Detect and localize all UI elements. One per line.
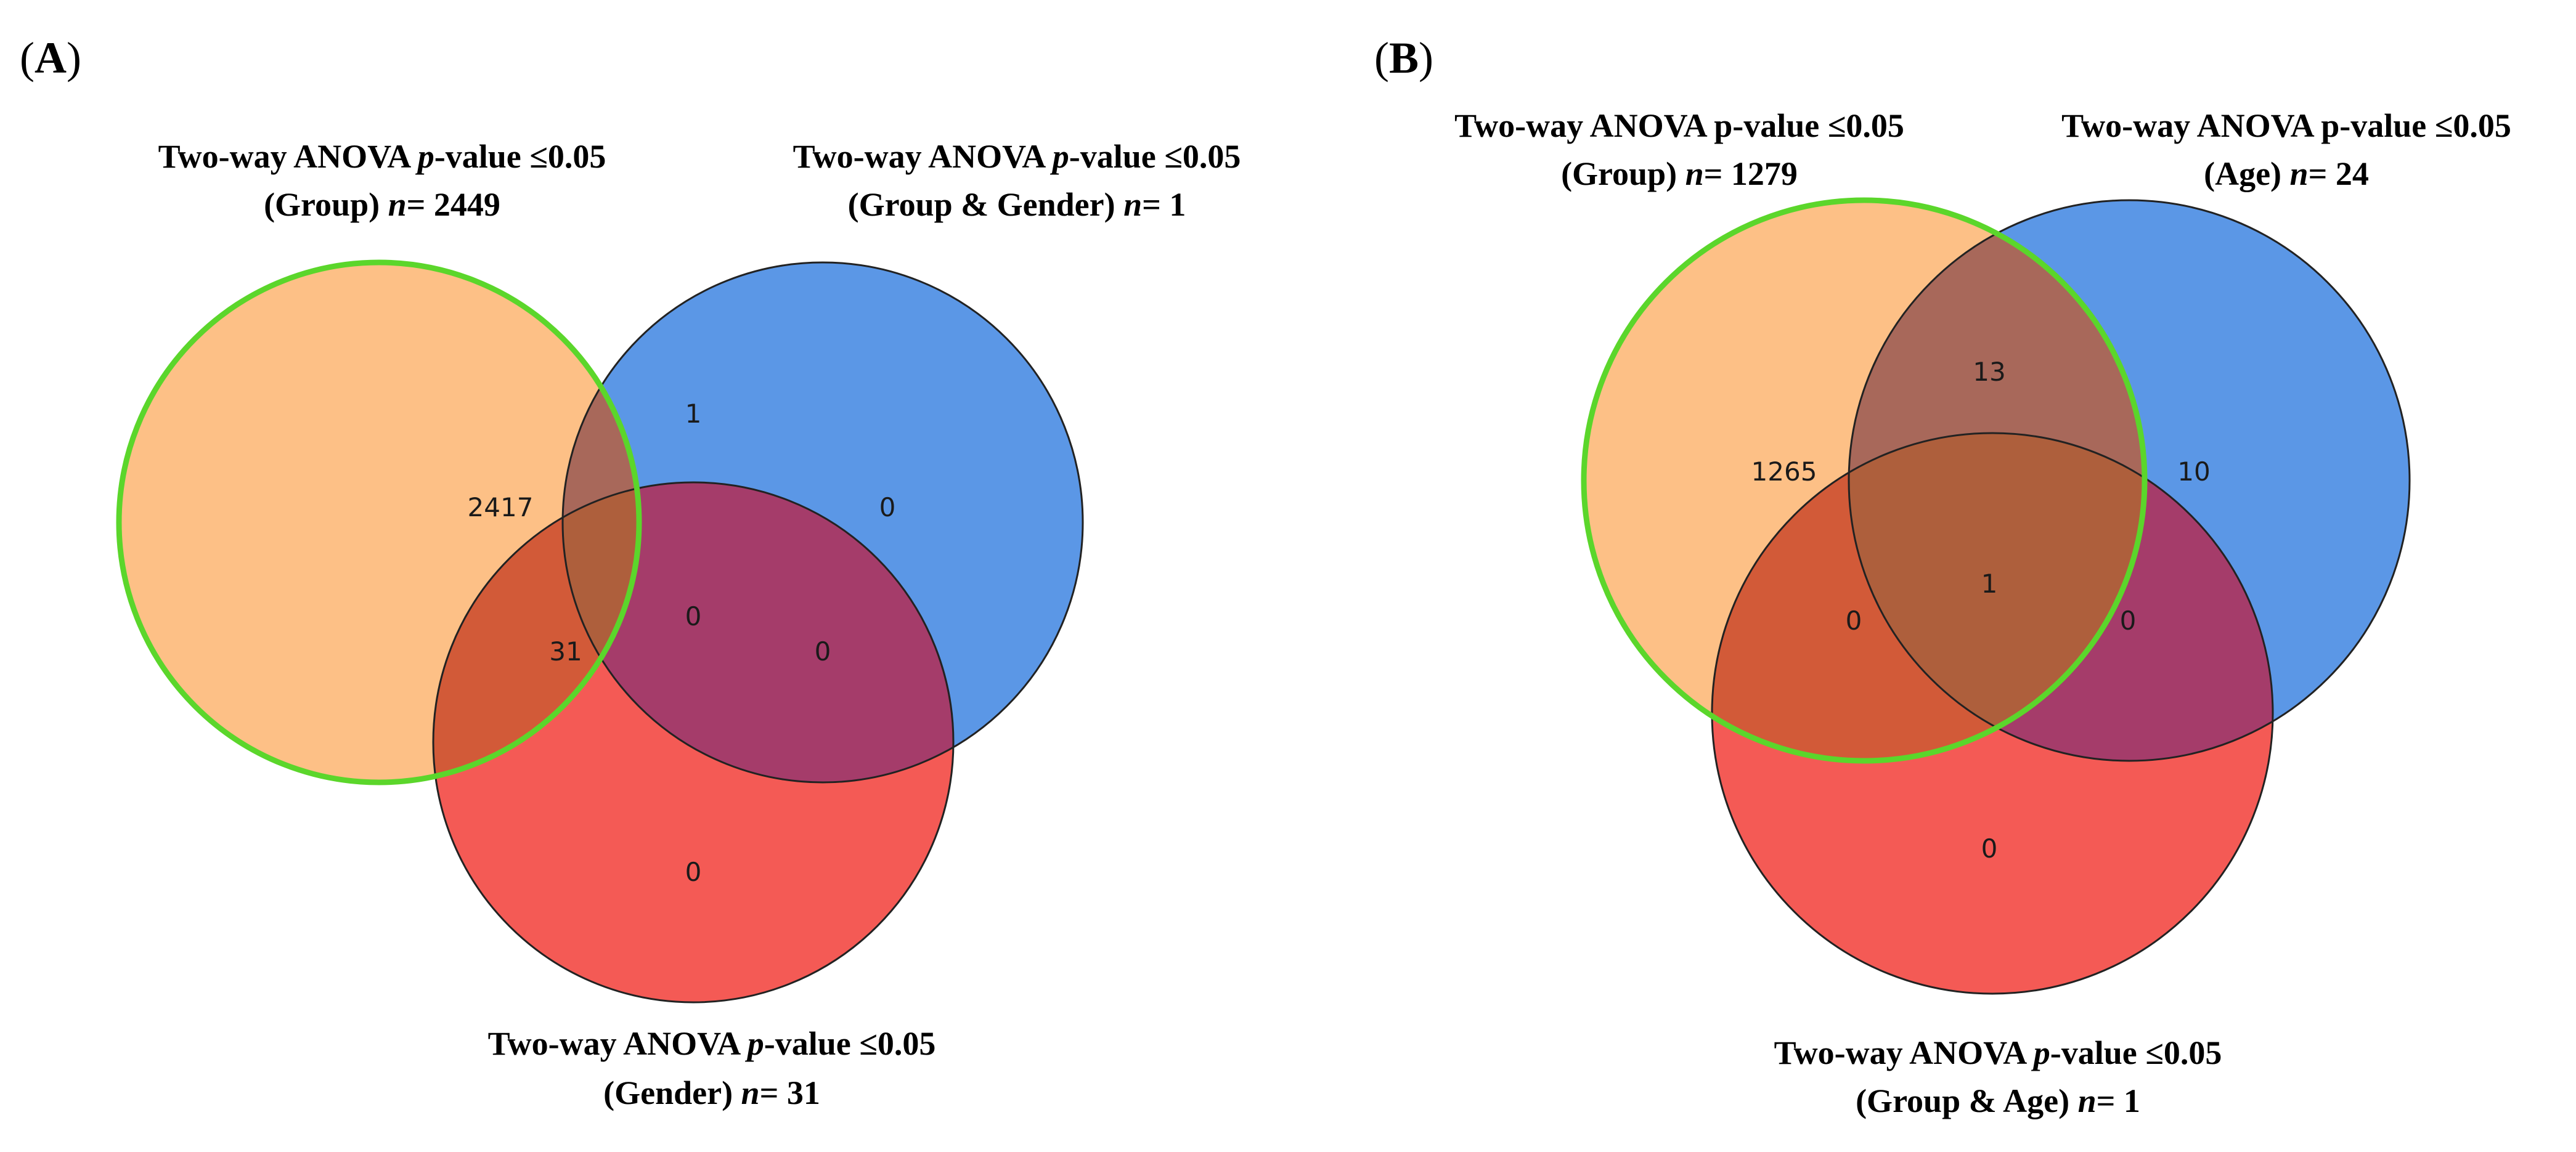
- count-a-group-gender-and-gender: 0: [815, 636, 831, 667]
- count-a-group-and-gender: 31: [549, 636, 582, 667]
- panel-a: (A) Two-way ANOVA p-value ≤0.05 (Group) …: [20, 33, 1241, 1111]
- set-title-b-age-line2: (Age) n= 24: [2204, 155, 2369, 192]
- count-b-only-group-age: 0: [1981, 834, 1998, 864]
- venn-a-outline-group-gender: [561, 261, 1084, 784]
- panel-b: (B) Two-way ANOVA p-value ≤0.05 (Group) …: [1374, 33, 2511, 1119]
- set-title-gender-line2: (Gender) n= 31: [603, 1074, 820, 1111]
- count-a-only-group: 2417: [468, 492, 534, 522]
- count-b-group-and-group-age: 0: [1846, 606, 1862, 636]
- panel-b-label: (B): [1374, 33, 1433, 83]
- set-title-b-group-age-line1: Two-way ANOVA p-value ≤0.05: [1774, 1034, 2222, 1071]
- count-a-only-gender: 0: [685, 857, 702, 887]
- venn-b-outline-age: [1848, 199, 2411, 762]
- set-title-group-gender-line1: Two-way ANOVA p-value ≤0.05: [793, 138, 1241, 175]
- set-title-b-group-line2: (Group) n= 1279: [1561, 155, 1798, 192]
- venn-b-outline-group: [1581, 197, 2148, 764]
- venn-a-outline-gender: [432, 481, 955, 1004]
- count-b-only-age: 10: [2177, 456, 2210, 487]
- count-a-group-and-group-gender: 1: [685, 399, 702, 429]
- set-title-group-line2: (Group) n= 2449: [264, 186, 500, 223]
- set-title-b-group-age-line2: (Group & Age) n= 1: [1856, 1082, 2140, 1119]
- count-a-all-three: 0: [685, 601, 702, 631]
- set-title-group-gender-line2: (Group & Gender) n= 1: [848, 186, 1186, 223]
- venn-a-outline-group: [116, 259, 642, 785]
- count-b-age-and-group-age: 0: [2120, 606, 2137, 636]
- set-title-gender-line1: Two-way ANOVA p-value ≤0.05: [488, 1025, 936, 1062]
- count-b-only-group: 1265: [1751, 456, 1817, 487]
- venn-a-overlap-group-gender: [433, 482, 639, 782]
- set-title-b-group-line1: Two-way ANOVA p-value ≤0.05: [1454, 107, 1904, 144]
- count-a-only-group-gender: 0: [879, 492, 896, 522]
- panel-a-label: (A): [20, 33, 81, 83]
- count-b-all-three: 1: [1981, 569, 1998, 599]
- set-title-b-age-line1: Two-way ANOVA p-value ≤0.05: [2061, 107, 2511, 144]
- set-title-group-line1: Two-way ANOVA p-value ≤0.05: [158, 138, 606, 175]
- count-b-group-and-age: 13: [1973, 357, 2005, 387]
